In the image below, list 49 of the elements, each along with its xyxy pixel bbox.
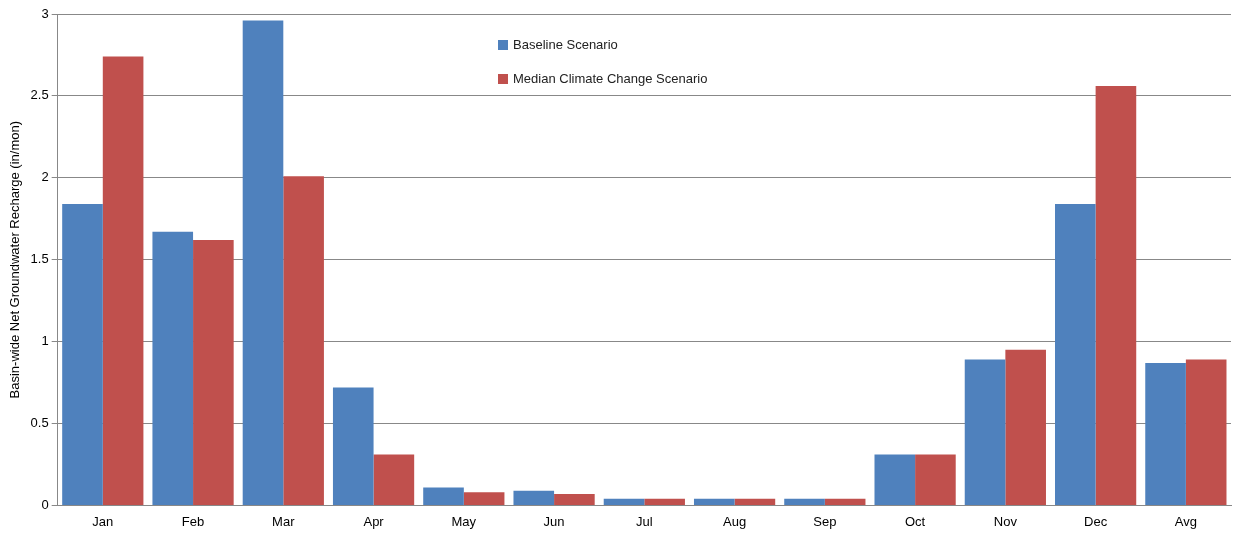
x-tick-label: Jun	[543, 513, 565, 529]
legend-label: Median Climate Change Scenario	[513, 71, 708, 86]
x-tick-label: Apr	[363, 513, 385, 529]
y-tick-label: 1.5	[30, 251, 49, 267]
y-tick-label: 2.5	[30, 87, 49, 103]
x-tick-label: Sep	[813, 513, 837, 529]
x-tick-label: Feb	[181, 513, 205, 529]
y-tick-label: 2	[41, 169, 49, 185]
y-tick-label: 3	[41, 5, 49, 21]
legend-label: Baseline Scenario	[513, 37, 618, 52]
y-tick-label: 0.5	[30, 415, 49, 431]
bar	[1055, 204, 1096, 505]
y-tick-label: 0	[41, 496, 49, 512]
bar	[283, 176, 324, 505]
bar	[463, 492, 505, 505]
bar	[193, 240, 234, 505]
bar	[513, 490, 555, 505]
x-tick-label: Nov	[993, 513, 1018, 529]
x-tick-label: Avg	[1174, 513, 1197, 529]
x-tick-label: Aug	[723, 513, 747, 529]
x-tick-label: May	[451, 513, 477, 529]
bar	[102, 56, 144, 505]
bar	[62, 204, 103, 505]
bar	[1185, 359, 1227, 505]
bar	[784, 498, 825, 505]
bar	[152, 231, 194, 505]
bar	[1145, 362, 1186, 505]
bar	[242, 20, 284, 505]
bar	[603, 498, 645, 505]
bar	[332, 387, 374, 505]
bar	[554, 493, 595, 505]
bar	[874, 454, 916, 505]
bar	[373, 454, 415, 505]
bar	[423, 487, 464, 505]
x-tick-label: Dec	[1084, 513, 1108, 529]
bar	[644, 498, 685, 505]
y-tick-label: 1	[41, 333, 49, 349]
x-tick-label: Oct	[904, 513, 926, 529]
y-axis-title: Basin-wide Net Groundwater Recharge (in/mon)	[7, 120, 23, 399]
bar	[693, 498, 735, 505]
bar	[915, 454, 956, 505]
bar	[1095, 86, 1137, 505]
bar	[964, 359, 1006, 505]
bar	[734, 498, 776, 505]
x-tick-label: Mar	[272, 513, 296, 529]
x-tick-label: Jan	[92, 513, 114, 529]
bar	[824, 498, 866, 505]
bar	[1005, 349, 1046, 505]
x-tick-label: Jul	[636, 513, 653, 529]
